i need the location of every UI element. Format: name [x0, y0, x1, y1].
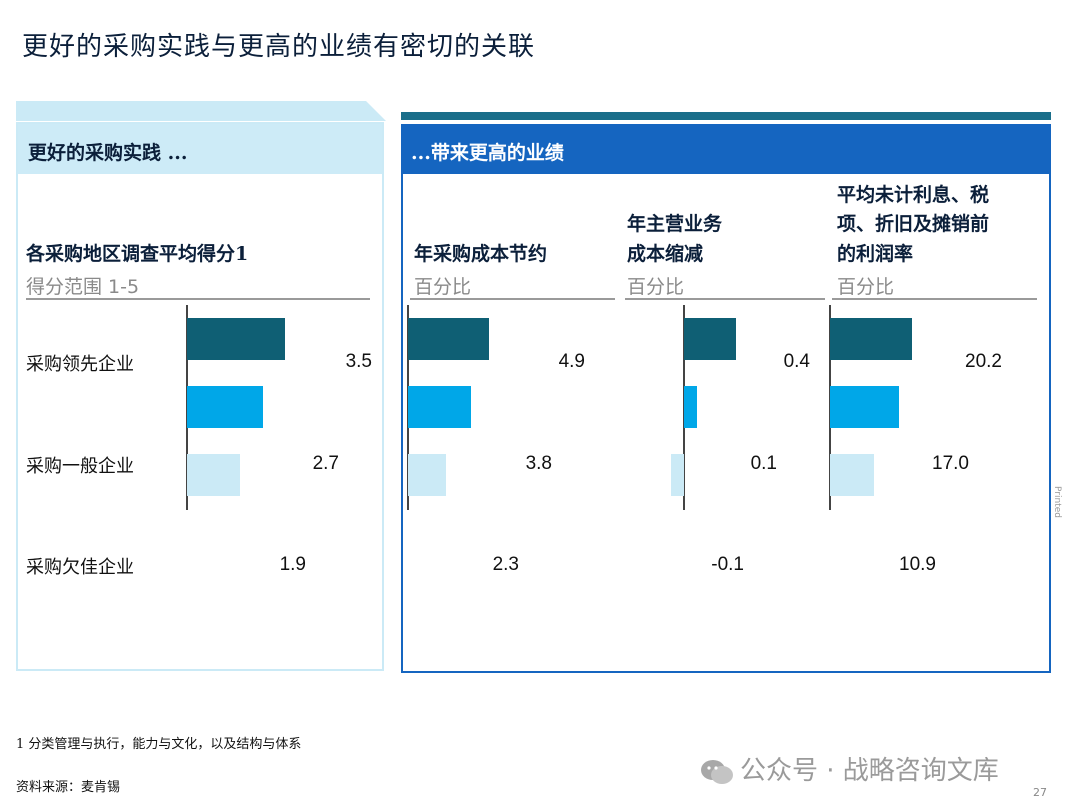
chart4-bar-laggard [830, 454, 875, 496]
wechat-icon [700, 759, 734, 785]
chart2-rule [410, 298, 615, 300]
chart3-rule [625, 298, 825, 300]
chart2-title: 年采购成本节约 [414, 243, 548, 265]
chart3-value-laggard: -0.1 [711, 554, 744, 575]
chart3-value-leader: 0.4 [783, 351, 810, 372]
chart4-rule [832, 298, 1037, 300]
left-header-title: 更好的采购实践 ... [28, 142, 188, 164]
chart1-value-laggard: 1.9 [279, 554, 306, 575]
page-number: 27 [1033, 786, 1047, 799]
chart4-bar-leader [830, 318, 912, 360]
chart3-title-line1: 年主营业务 [627, 213, 723, 235]
chart1-value-leader: 3.5 [345, 351, 372, 372]
chart4-value-laggard: 10.9 [899, 554, 936, 575]
left-panel [16, 122, 384, 671]
chart3-bar-average [684, 386, 697, 428]
printed-label: Printed [1052, 486, 1062, 518]
footnote: 1 分类管理与执行，能力与文化，以及结构与体系 [16, 737, 302, 752]
chart4-title-line3: 的利润率 [837, 243, 914, 265]
chart2-bar-leader [408, 318, 489, 360]
row-label-leader: 采购领先企业 [26, 354, 134, 375]
right-top-stripe [401, 112, 1051, 120]
chart3-title-line2: 成本缩减 [627, 243, 704, 265]
right-header-title: ...带来更高的业绩 [411, 142, 564, 164]
chart1-value-average: 2.7 [312, 453, 339, 474]
chart3-value-average: 0.1 [750, 453, 777, 474]
chart4-value-leader: 20.2 [965, 351, 1002, 372]
chart3-bar-laggard [671, 454, 684, 496]
chart4-title-line1: 平均未计利息、税 [837, 184, 990, 206]
watermark-text: 公众号 · 战略咨询文库 [740, 756, 999, 786]
chart1-bar-leader [187, 318, 285, 360]
row-label-average: 采购一般企业 [26, 456, 134, 477]
chart2-value-leader: 4.9 [558, 351, 585, 372]
chart4-value-average: 17.0 [932, 453, 969, 474]
chart1-title: 各采购地区调查平均得分1 [26, 243, 249, 265]
source-note: 资料来源：麦肯锡 [16, 780, 121, 795]
chart2-value-average: 3.8 [525, 453, 552, 474]
chart4-subtitle: 百分比 [837, 276, 895, 298]
chart1-bar-average [187, 386, 263, 428]
left-arrow-shape [16, 101, 386, 121]
right-panel [401, 124, 1051, 673]
chart2-bar-laggard [408, 454, 446, 496]
chart1-rule [26, 298, 370, 300]
watermark: 公众号 · 战略咨询文库 [700, 750, 999, 787]
chart3-bar-leader [684, 318, 736, 360]
chart1-bar-laggard [187, 454, 241, 496]
chart3-subtitle: 百分比 [627, 276, 685, 298]
page-title: 更好的采购实践与更高的业绩有密切的关联 [22, 32, 536, 62]
left-header-bar [18, 124, 382, 174]
chart2-value-laggard: 2.3 [492, 554, 519, 575]
chart1-subtitle: 得分范围 1-5 [26, 276, 140, 298]
chart2-subtitle: 百分比 [414, 276, 472, 298]
row-label-laggard: 采购欠佳企业 [26, 557, 134, 578]
chart4-title-line2: 项、折旧及摊销前 [837, 213, 990, 235]
chart2-bar-average [408, 386, 471, 428]
chart4-bar-average [830, 386, 899, 428]
right-header-bar [403, 126, 1049, 174]
